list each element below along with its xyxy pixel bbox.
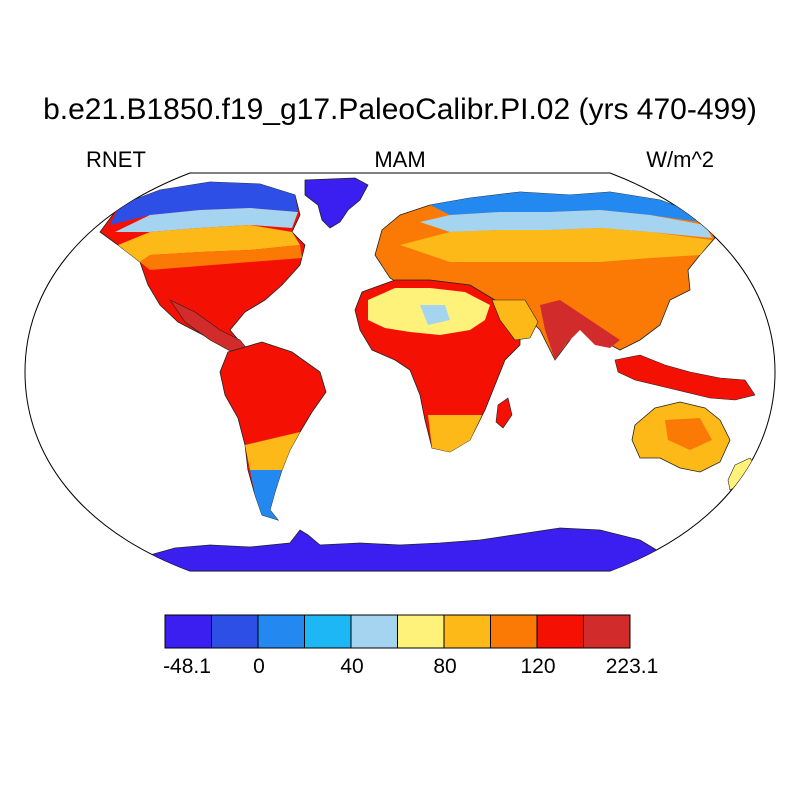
colorbar-tick-label: 40 <box>340 655 364 678</box>
colorbar-tick-label: 120 <box>520 655 556 678</box>
indonesia <box>614 354 756 401</box>
southern-africa <box>428 415 482 452</box>
north-america-orange-band <box>140 245 302 270</box>
colorbar-tick-label: -48.1 <box>163 655 211 678</box>
colorbar-swatch <box>211 614 259 649</box>
plot-title: b.e21.B1850.f19_g17.PaleoCalibr.PI.02 (y… <box>43 93 757 126</box>
colorbar-tick-label: 80 <box>433 655 457 678</box>
north-america-mid-band <box>118 225 300 262</box>
colorbar-swatch <box>443 614 491 649</box>
colorbar-swatch <box>490 614 538 649</box>
greenland <box>304 177 369 229</box>
colorbar-swatch <box>164 614 212 649</box>
south-america-tip <box>250 470 282 520</box>
colorbar-swatch <box>536 614 584 649</box>
north-america-cold-band <box>110 182 298 225</box>
colorbar-swatch <box>397 614 445 649</box>
variable-label: RNET <box>86 147 146 172</box>
units-label: W/m^2 <box>646 147 714 172</box>
madagascar <box>495 397 513 429</box>
sahara-cool-patch <box>420 305 450 325</box>
colorbar-tick-label: 0 <box>253 655 265 678</box>
colorbar-swatch <box>350 614 398 649</box>
colorbar-swatch <box>583 614 631 649</box>
eurasia-cool-band <box>420 210 712 238</box>
north-america-cool-band <box>115 208 298 232</box>
south-america-south <box>245 432 300 470</box>
season-label: MAM <box>374 147 426 172</box>
australia-interior <box>665 418 712 450</box>
colorbar-tick-label: 223.1 <box>605 655 659 678</box>
colorbar-swatch <box>304 614 352 649</box>
eurasia-cold-band <box>430 192 700 222</box>
eurasia-mid-band <box>400 228 712 262</box>
colorbar-swatch <box>257 614 305 649</box>
south-asia <box>540 300 620 360</box>
arabia <box>491 299 539 341</box>
